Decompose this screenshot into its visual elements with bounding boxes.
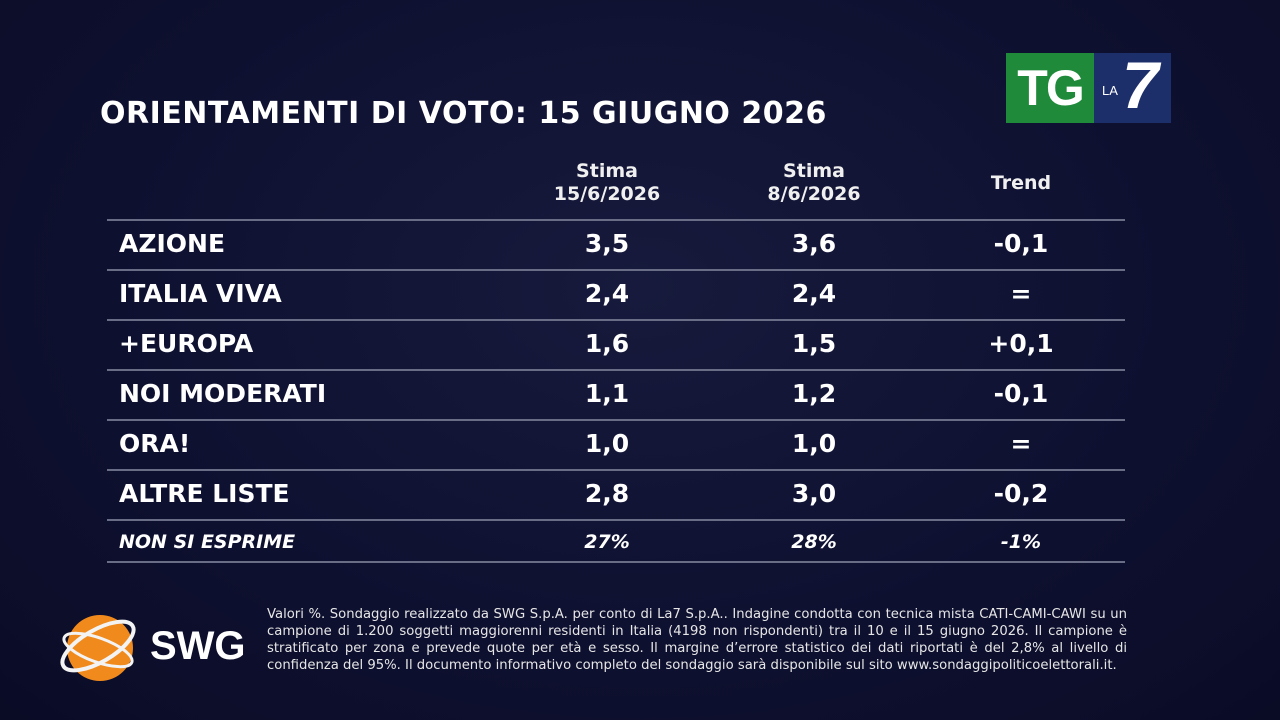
value-cell: 1,2 — [791, 379, 837, 408]
title: ORIENTAMENTI DI VOTO: 15 GIUGNO 2026 — [100, 96, 827, 131]
party-name: +EUROPA — [119, 329, 254, 358]
methodology-note: Valori %. Sondaggio realizzato da SWG S.… — [267, 607, 1127, 673]
value-cell: 3,0 — [791, 479, 837, 508]
party-name: ITALIA VIVA — [119, 279, 282, 308]
swg-globe — [60, 615, 136, 681]
column-header: Stima — [783, 160, 845, 182]
row-divider — [107, 269, 1125, 271]
value-cell: -0,1 — [993, 229, 1049, 258]
value-cell: 2,8 — [584, 479, 630, 508]
value-cell: = — [1010, 279, 1032, 308]
logo-la7: LA 7 — [1094, 48, 1171, 123]
footer-row-value: -1% — [1000, 531, 1042, 553]
value-cell: -0,1 — [993, 379, 1049, 408]
party-name: ORA! — [119, 429, 191, 458]
value-cell: = — [1010, 429, 1032, 458]
party-name: ALTRE LISTE — [119, 479, 290, 508]
party-name: AZIONE — [119, 229, 226, 258]
column-header: 8/6/2026 — [767, 183, 861, 205]
value-cell: 1,0 — [584, 429, 630, 458]
row-divider — [107, 561, 1125, 563]
column-header: 15/6/2026 — [553, 183, 661, 205]
value-cell: +0,1 — [988, 329, 1054, 358]
row-divider — [107, 469, 1125, 471]
logo-tg: TG — [1006, 53, 1094, 123]
column-header: Stima — [576, 160, 638, 182]
footer-row-value: 27% — [584, 531, 630, 553]
logo-seven: 7 — [1122, 48, 1159, 122]
logo-la: LA — [1102, 83, 1118, 98]
value-cell: 3,6 — [791, 229, 837, 258]
value-cell: -0,2 — [993, 479, 1049, 508]
value-cell: 1,5 — [791, 329, 837, 358]
value-cell: 1,6 — [584, 329, 630, 358]
row-divider — [107, 369, 1125, 371]
party-name: NOI MODERATI — [119, 379, 327, 408]
swg-brand: SWG — [150, 624, 246, 668]
row-divider — [107, 419, 1125, 421]
value-cell: 1,0 — [791, 429, 837, 458]
value-cell: 1,1 — [584, 379, 630, 408]
value-cell: 2,4 — [791, 279, 837, 308]
value-cell: 2,4 — [584, 279, 630, 308]
row-divider — [107, 319, 1125, 321]
value-cell: 3,5 — [584, 229, 630, 258]
footer-row-value: 28% — [791, 531, 837, 553]
column-header: Trend — [990, 172, 1052, 194]
row-divider — [107, 519, 1125, 521]
footer-row-label: NON SI ESPRIME — [119, 531, 296, 553]
row-divider — [107, 219, 1125, 221]
